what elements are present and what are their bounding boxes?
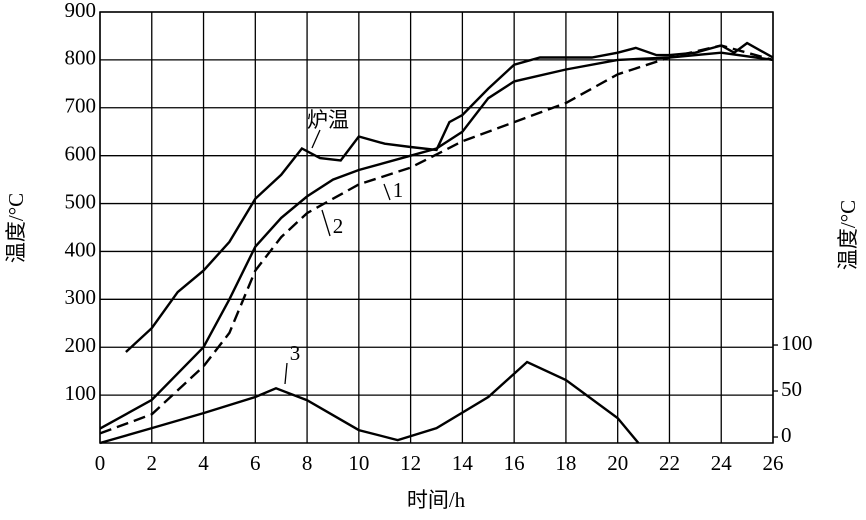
label-leader bbox=[311, 129, 321, 149]
x-tick-label: 14 bbox=[452, 451, 474, 475]
x-tick-label: 4 bbox=[198, 451, 209, 475]
y-tick-label: 800 bbox=[65, 46, 97, 70]
curve bbox=[99, 44, 774, 435]
y2-tick-label: 0 bbox=[781, 423, 792, 447]
y-tick-label: 300 bbox=[65, 285, 97, 309]
y-tick-label: 100 bbox=[65, 381, 97, 405]
y-tick-label: 400 bbox=[65, 237, 97, 261]
x-tick-label: 6 bbox=[250, 451, 261, 475]
curve bbox=[99, 51, 774, 430]
y-tick-label: 900 bbox=[65, 0, 97, 22]
plot-frame bbox=[99, 11, 774, 444]
x-axis-label: 时间/h bbox=[407, 488, 466, 512]
curve bbox=[125, 41, 774, 353]
curve bbox=[99, 360, 640, 445]
x-tick-label: 12 bbox=[400, 451, 421, 475]
series-label: 炉温 bbox=[307, 108, 349, 132]
label-leader bbox=[321, 209, 331, 237]
y2-tick-label: 50 bbox=[781, 377, 802, 401]
series-label: 3 bbox=[290, 341, 301, 365]
label-leader bbox=[284, 362, 288, 385]
x-tick-label: 22 bbox=[659, 451, 680, 475]
x-tick-label: 18 bbox=[555, 451, 576, 475]
y-tick-label: 700 bbox=[65, 94, 97, 118]
x-tick-label: 20 bbox=[607, 451, 628, 475]
x-tick-label: 16 bbox=[504, 451, 525, 475]
y2-tick-label: 100 bbox=[781, 331, 813, 355]
x-tick-label: 0 bbox=[95, 451, 106, 475]
x-tick-label: 8 bbox=[302, 451, 313, 475]
y-axis-label: 温度/°C bbox=[4, 193, 28, 263]
y-tick-label: 600 bbox=[65, 141, 97, 165]
x-tick-label: 10 bbox=[348, 451, 369, 475]
y-tick-label: 500 bbox=[65, 189, 97, 213]
x-tick-label: 26 bbox=[763, 451, 784, 475]
y-tick-label: 200 bbox=[65, 333, 97, 357]
series-label: 2 bbox=[333, 214, 344, 238]
label-leader bbox=[383, 183, 391, 201]
x-tick-label: 24 bbox=[711, 451, 733, 475]
x-tick-label: 2 bbox=[147, 451, 158, 475]
y2-axis-label: 温度/°C bbox=[836, 200, 860, 270]
series-label: 1 bbox=[393, 178, 404, 202]
